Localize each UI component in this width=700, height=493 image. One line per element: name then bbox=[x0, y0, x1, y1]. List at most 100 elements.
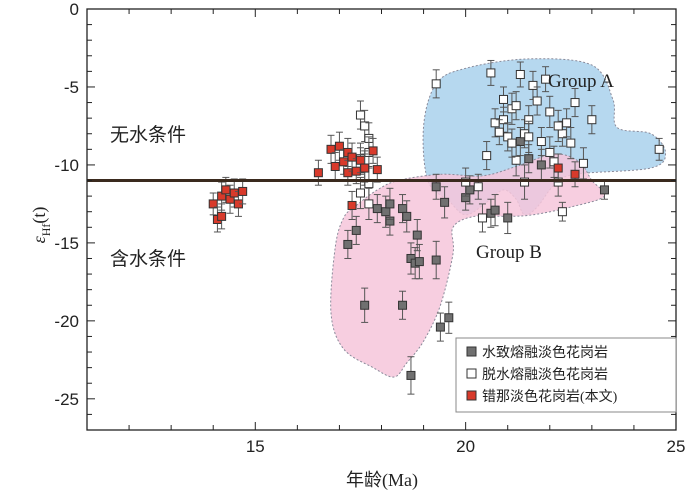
data-point bbox=[364, 199, 374, 209]
legend-marker-hydrous bbox=[466, 346, 477, 357]
data-point bbox=[541, 74, 551, 84]
data-point bbox=[515, 69, 525, 79]
legend-box bbox=[455, 337, 677, 413]
data-point bbox=[494, 127, 504, 137]
data-point bbox=[553, 163, 563, 173]
data-point bbox=[334, 141, 344, 151]
data-point bbox=[351, 225, 361, 235]
data-point bbox=[486, 68, 496, 78]
data-point bbox=[545, 107, 555, 117]
data-point bbox=[360, 163, 370, 173]
data-point bbox=[412, 230, 422, 240]
data-point bbox=[545, 147, 555, 157]
data-point bbox=[398, 204, 408, 214]
data-point bbox=[360, 300, 370, 310]
y-tick-label: -10 bbox=[54, 156, 79, 175]
data-point bbox=[536, 137, 546, 147]
annotation-group-a: Group A bbox=[548, 71, 614, 92]
group-regions bbox=[330, 58, 667, 378]
data-point bbox=[477, 213, 487, 223]
legend-label-hydrous: 水致熔融淡色花岗岩 bbox=[482, 344, 608, 361]
data-point bbox=[461, 177, 471, 187]
data-point bbox=[536, 160, 546, 170]
data-point bbox=[570, 98, 580, 108]
data-point bbox=[465, 185, 475, 195]
series-2 bbox=[208, 131, 580, 233]
annotation-group-b: Group B bbox=[476, 242, 542, 263]
data-point bbox=[431, 79, 441, 89]
data-point bbox=[507, 138, 517, 148]
data-point bbox=[473, 182, 483, 192]
data-point bbox=[372, 204, 382, 214]
data-point bbox=[351, 166, 361, 176]
data-point bbox=[490, 205, 500, 215]
data-point bbox=[578, 158, 588, 168]
data-point bbox=[330, 161, 340, 171]
data-point bbox=[566, 138, 576, 148]
y-tick-label: -15 bbox=[54, 234, 79, 253]
legend-marker-dehydration bbox=[466, 368, 477, 379]
data-point bbox=[313, 168, 323, 178]
y-tick-label: -20 bbox=[54, 312, 79, 331]
data-point bbox=[208, 199, 218, 209]
data-point bbox=[431, 255, 441, 265]
data-point bbox=[381, 207, 391, 217]
data-points bbox=[208, 59, 664, 395]
annotation-hydrous: 含水条件 bbox=[110, 248, 186, 270]
x-tick-label: 15 bbox=[246, 437, 265, 456]
legend-label-cuona: 错那淡色花岗岩(本文) bbox=[482, 388, 618, 405]
data-point bbox=[368, 146, 378, 156]
legend: 水致熔融淡色花岗岩 脱水熔融淡色花岗岩 错那淡色花岗岩(本文) bbox=[455, 337, 677, 413]
x-tick-label: 25 bbox=[667, 437, 686, 456]
data-point bbox=[511, 155, 521, 165]
data-point bbox=[440, 197, 450, 207]
annotation-anhydrous: 无水条件 bbox=[110, 124, 186, 146]
legend-label-dehydration: 脱水熔融淡色花岗岩 bbox=[482, 366, 608, 383]
data-point bbox=[570, 169, 580, 179]
data-point bbox=[553, 121, 563, 131]
x-tick-label: 20 bbox=[456, 437, 475, 456]
data-point bbox=[599, 185, 609, 195]
data-point bbox=[402, 211, 412, 221]
data-point bbox=[444, 313, 454, 323]
data-point bbox=[343, 168, 353, 178]
data-point bbox=[431, 182, 441, 192]
data-point bbox=[221, 185, 231, 195]
y-tick-label: -25 bbox=[54, 390, 79, 409]
data-point bbox=[520, 177, 530, 187]
y-axis-title: εHf(t) bbox=[29, 207, 53, 244]
data-point bbox=[343, 239, 353, 249]
data-point bbox=[435, 322, 445, 332]
data-point bbox=[562, 118, 572, 128]
data-point bbox=[557, 207, 567, 217]
data-point bbox=[217, 211, 227, 221]
data-point bbox=[406, 370, 416, 380]
data-point bbox=[385, 199, 395, 209]
data-point bbox=[372, 165, 382, 175]
data-point bbox=[355, 188, 365, 198]
data-point bbox=[355, 110, 365, 120]
axis-ticks: 15 20 25 0 -5 -10 -15 -20 -25 bbox=[54, 0, 685, 456]
data-point bbox=[238, 186, 248, 196]
data-point bbox=[499, 94, 509, 104]
data-point bbox=[511, 101, 521, 111]
data-point bbox=[347, 152, 357, 162]
data-point bbox=[503, 213, 513, 223]
data-point bbox=[587, 115, 597, 125]
data-point bbox=[355, 155, 365, 165]
data-point bbox=[654, 144, 664, 154]
data-point bbox=[532, 96, 542, 106]
y-tick-label: -5 bbox=[64, 78, 79, 97]
data-point bbox=[414, 257, 424, 267]
data-point bbox=[347, 200, 357, 210]
x-axis-title: 年龄(Ma) bbox=[346, 470, 418, 491]
data-point bbox=[339, 157, 349, 167]
data-point bbox=[524, 132, 534, 142]
data-point bbox=[229, 188, 239, 198]
data-point bbox=[528, 80, 538, 90]
data-point bbox=[482, 151, 492, 161]
data-point bbox=[524, 154, 534, 164]
y-tick-label: 0 bbox=[70, 0, 79, 19]
data-point bbox=[398, 300, 408, 310]
